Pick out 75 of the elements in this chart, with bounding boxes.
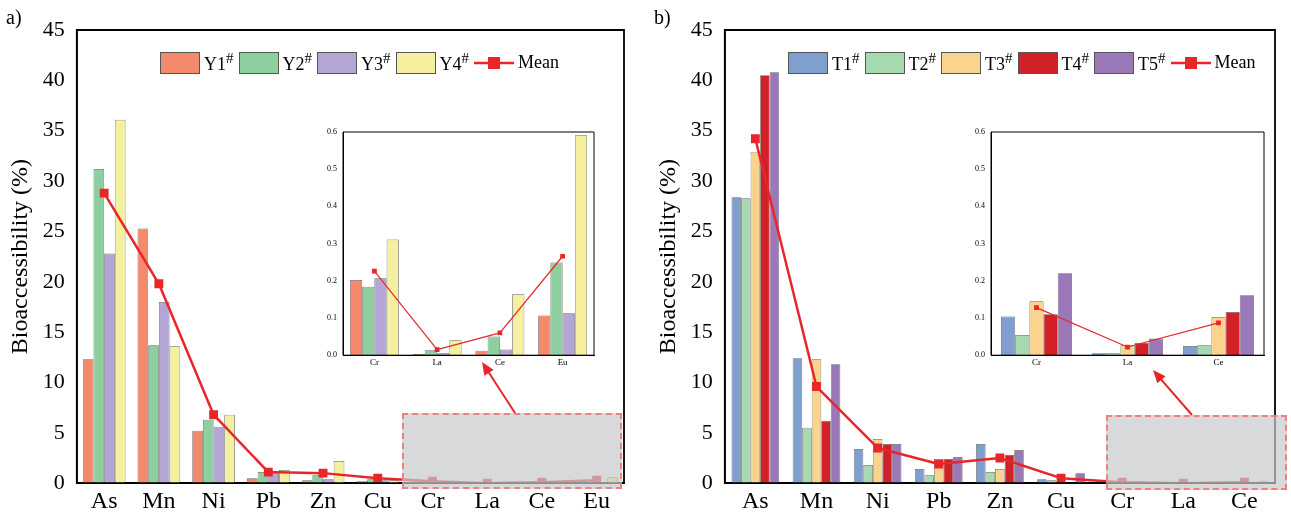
x-tick-label: Cu xyxy=(1047,486,1076,513)
legend-label: T2$^{#}$ xyxy=(908,50,936,75)
x-tick-label: Ce xyxy=(1213,356,1224,367)
y-tick-label: 30 xyxy=(690,166,713,192)
x-tick-label: Eu xyxy=(583,486,610,513)
y-tick-label: 10 xyxy=(42,368,65,394)
x-tick-label: Mn xyxy=(799,486,834,513)
y-tick-label: 0.5 xyxy=(975,164,985,174)
y-tick-label: 0.2 xyxy=(975,275,985,285)
y-tick-label: 40 xyxy=(690,66,713,92)
x-tick-label: As xyxy=(742,486,769,513)
y-tick-label: 45 xyxy=(690,15,713,41)
y-tick-label: 0.3 xyxy=(975,238,985,248)
x-tick-label: Zn xyxy=(309,486,337,513)
x-tick-label: Cu xyxy=(363,486,392,513)
legend-label: T5$^{#}$ xyxy=(1138,50,1166,75)
y-tick-label: 20 xyxy=(690,267,713,293)
x-tick-label: Ni xyxy=(865,486,890,513)
y-tick-label: 45 xyxy=(42,15,65,41)
x-tick-label: La xyxy=(474,486,501,513)
y-tick-label: 0.3 xyxy=(327,238,337,248)
legend-label: T3$^{#}$ xyxy=(985,50,1013,75)
y-tick-label: 15 xyxy=(42,317,65,343)
y-tick-label: 0.1 xyxy=(327,313,337,323)
text: a) xyxy=(6,6,22,29)
y-tick-label: 25 xyxy=(690,217,713,243)
x-tick-label: Ce xyxy=(1231,486,1258,513)
x-tick-label: Ce xyxy=(494,356,505,367)
y-tick-label: 20 xyxy=(42,267,65,293)
x-tick-label: Ni xyxy=(201,486,226,513)
x-tick-label: Pb xyxy=(255,486,281,513)
x-tick-label: La xyxy=(432,356,442,367)
x-tick-label: La xyxy=(1122,356,1133,367)
x-tick-label: Pb xyxy=(926,486,952,513)
y-tick-label: 35 xyxy=(690,116,713,142)
x-tick-label: Eu xyxy=(557,356,569,367)
x-tick-label: Cr xyxy=(1032,356,1041,367)
y-axis-title: Bioaccessibility (%) xyxy=(653,158,680,355)
y-tick-label: 0.5 xyxy=(327,164,337,174)
y-tick-label: 30 xyxy=(42,166,65,192)
legend-label: Mean xyxy=(518,52,559,73)
y-tick-label: 40 xyxy=(42,66,65,92)
x-tick-label: Cr xyxy=(369,356,379,367)
y-tick-label: 5 xyxy=(701,418,713,444)
legend-label: T1$^{#}$ xyxy=(832,50,860,75)
x-tick-label: Cr xyxy=(1110,486,1135,513)
legend-label: T4$^{#}$ xyxy=(1061,50,1089,75)
y-tick-label: 0 xyxy=(53,468,65,494)
y-tick-label: 0.6 xyxy=(327,127,337,137)
y-tick-label: 0.2 xyxy=(327,275,337,285)
y-tick-label: 0.4 xyxy=(975,201,985,211)
y-tick-label: 0 xyxy=(701,468,713,494)
x-tick-label: Zn xyxy=(986,486,1014,513)
y-tick-label: 35 xyxy=(42,116,65,142)
legend-label: Y3$^{#}$ xyxy=(361,50,391,75)
legend-label: Mean xyxy=(1214,52,1256,73)
x-tick-label: Cr xyxy=(420,486,445,513)
y-tick-label: 25 xyxy=(42,217,65,243)
y-axis-title: Bioaccessibility (%) xyxy=(5,158,32,355)
y-tick-label: 15 xyxy=(690,317,713,343)
y-tick-label: 0.4 xyxy=(327,201,337,211)
x-tick-label: Ce xyxy=(528,486,556,513)
legend-label: Y2$^{#}$ xyxy=(282,50,312,75)
y-tick-label: 0.6 xyxy=(975,127,985,137)
text: b) xyxy=(654,6,671,29)
y-tick-label: 0.1 xyxy=(975,313,985,323)
x-tick-label: Mn xyxy=(142,486,176,513)
x-tick-label: La xyxy=(1170,486,1197,513)
y-tick-label: 0.0 xyxy=(975,350,985,360)
y-tick-label: 10 xyxy=(690,368,713,394)
x-tick-label: As xyxy=(90,486,118,513)
y-tick-label: 5 xyxy=(53,418,65,444)
y-tick-label: 0.0 xyxy=(327,350,337,360)
legend-label: Y1$^{#}$ xyxy=(204,50,234,75)
legend-label: Y4$^{#}$ xyxy=(439,50,469,75)
